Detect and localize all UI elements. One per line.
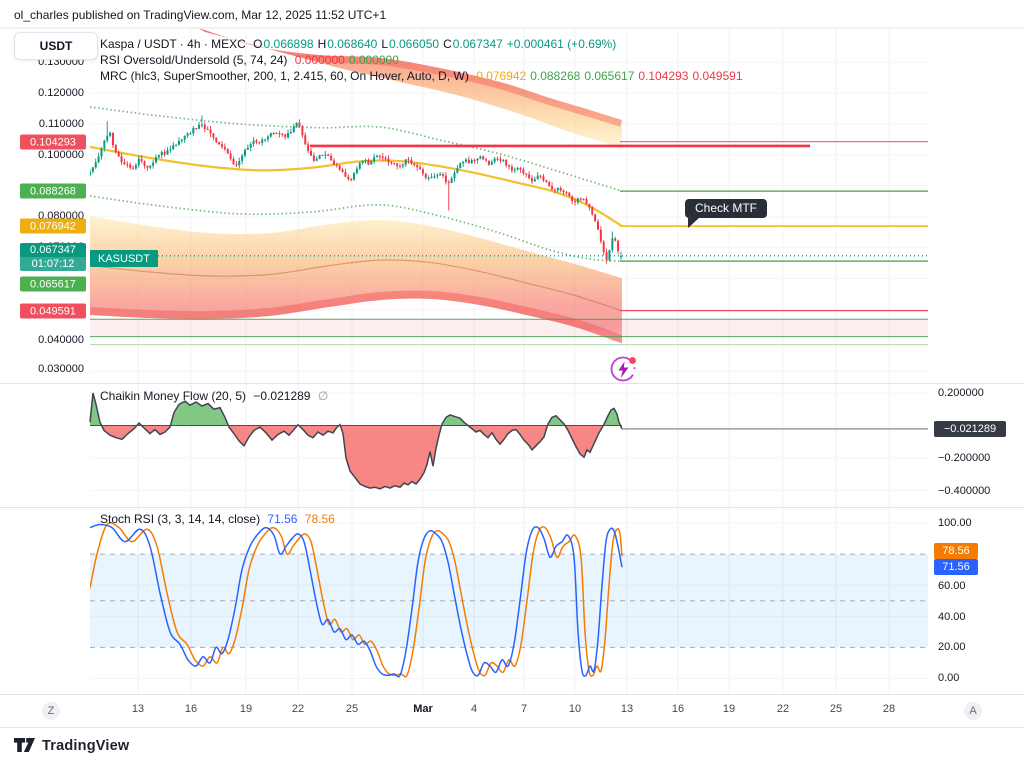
change-value: +0.000461 (+0.69%): [506, 37, 617, 51]
indicator-value: 0.000000: [294, 53, 345, 67]
scroll-right-button[interactable]: A: [964, 702, 982, 720]
time-tick-label: 19: [239, 703, 253, 715]
price-level-badge: 0.065617: [20, 276, 86, 292]
time-tick-label: 22: [776, 703, 790, 715]
stoch-axis-label: 20.00: [938, 641, 966, 653]
indicator-value: 0.049591: [692, 69, 743, 83]
time-tick-label: 10: [568, 703, 582, 715]
mrc-indicator-title[interactable]: MRC (hlc3, SuperSmoother, 200, 1, 2.415,…: [100, 69, 469, 83]
symbol-title[interactable]: Kaspa / USDT · 4h · MEXC: [100, 37, 246, 51]
ohlc-value: 0.066050: [389, 37, 440, 51]
time-tick-label: Mar: [413, 703, 433, 715]
price-axis-label: 0.030000: [38, 363, 84, 375]
legend-row-cmf: Chaikin Money Flow (20, 5) −0.021289 ∅: [100, 389, 332, 403]
scroll-left-button[interactable]: Z: [42, 702, 60, 720]
time-tick-label: 13: [131, 703, 145, 715]
ohlc-key: H: [317, 37, 327, 51]
ohlc-value: 0.066898: [263, 37, 314, 51]
stoch-value-badge: 71.56: [934, 559, 978, 575]
cmf-last-value-badge: −0.021289: [934, 421, 1006, 437]
time-tick-label: 7: [520, 703, 528, 715]
check-mtf-note: Check MTF: [685, 199, 768, 228]
time-tick-label: 22: [291, 703, 305, 715]
indicator-value: 0.076942: [476, 69, 527, 83]
time-tick-label: 4: [470, 703, 478, 715]
price-level-badge: 0.088268: [20, 183, 86, 199]
tradingview-mark-icon: [14, 738, 35, 752]
bar-countdown: 01:07:12: [20, 257, 86, 271]
currency-button[interactable]: USDT: [14, 32, 98, 60]
stoch-d-value: 78.56: [304, 512, 335, 526]
price-axis-label: 0.040000: [38, 334, 84, 346]
price-axis-label: 0.100000: [38, 149, 84, 161]
indicator-value: 0.104293: [638, 69, 689, 83]
cmf-axis-label: −0.400000: [938, 485, 991, 497]
ohlc-values: O0.066898 H0.068640 L0.066050 C0.067347 +0.0…: [253, 37, 620, 51]
cmf-empty-icon: ∅: [317, 389, 329, 403]
current-price-countdown-label: 0.067347 01:07:12: [20, 243, 86, 271]
time-tick-label: 16: [671, 703, 685, 715]
cmf-value: −0.021289: [253, 389, 311, 403]
brand-name: TradingView: [42, 738, 130, 754]
price-level-badge: 0.076942: [20, 218, 86, 234]
cmf-axis-label: −0.200000: [938, 452, 991, 464]
stoch-axis-label: 0.00: [938, 672, 960, 684]
ohlc-value: 0.067347: [452, 37, 503, 51]
legend-row-rsi: RSI Oversold/Undersold (5, 74, 24) 0.000…: [100, 53, 407, 67]
legend-row-stoch: Stoch RSI (3, 3, 14, 14, close) 71.56 78…: [100, 512, 339, 526]
legend-row-symbol: Kaspa / USDT · 4h · MEXC O0.066898 H0.068…: [100, 37, 624, 51]
lightning-bolt-icon: [618, 361, 629, 378]
symbol-price-line-flag: KASUSDT: [90, 250, 158, 267]
time-tick-label: 25: [345, 703, 359, 715]
price-axis-label: 0.110000: [38, 118, 84, 130]
price-axis-label: 0.120000: [38, 87, 84, 99]
published-byline: ol_charles published on TradingView.com,…: [14, 8, 387, 22]
time-tick-label: 19: [722, 703, 736, 715]
legend-row-mrc: MRC (hlc3, SuperSmoother, 200, 1, 2.415,…: [100, 69, 751, 83]
indicator-value: 0.000000: [348, 53, 399, 67]
flash-reaction-icon[interactable]: [608, 352, 640, 386]
stoch-value-badge: 78.56: [934, 543, 978, 559]
ohlc-key: O: [253, 37, 263, 51]
time-tick-label: 25: [829, 703, 843, 715]
tradingview-logo[interactable]: TradingView: [14, 737, 129, 755]
stoch-axis-label: 60.00: [938, 580, 966, 592]
ohlc-key: C: [443, 37, 452, 51]
cmf-axis-label: 0.200000: [938, 387, 984, 399]
stoch-axis-label: 100.00: [938, 517, 972, 529]
ohlc-key: L: [381, 37, 388, 51]
rsi-indicator-title[interactable]: RSI Oversold/Undersold (5, 74, 24): [100, 53, 288, 67]
stoch-axis-label: 40.00: [938, 611, 966, 623]
current-price: 0.067347: [20, 243, 86, 257]
price-level-badge: 0.049591: [20, 303, 86, 319]
notification-dot: [629, 357, 636, 364]
indicator-value: 0.088268: [530, 69, 581, 83]
stoch-k-value: 71.56: [267, 512, 298, 526]
stoch-indicator-title[interactable]: Stoch RSI (3, 3, 14, 14, close): [100, 512, 261, 526]
price-level-badge: 0.104293: [20, 134, 86, 150]
indicator-value: 0.065617: [584, 69, 635, 83]
time-tick-label: 16: [184, 703, 198, 715]
ohlc-value: 0.068640: [327, 37, 378, 51]
time-tick-label: 28: [882, 703, 896, 715]
time-tick-label: 13: [620, 703, 634, 715]
cmf-indicator-title[interactable]: Chaikin Money Flow (20, 5): [100, 389, 247, 403]
